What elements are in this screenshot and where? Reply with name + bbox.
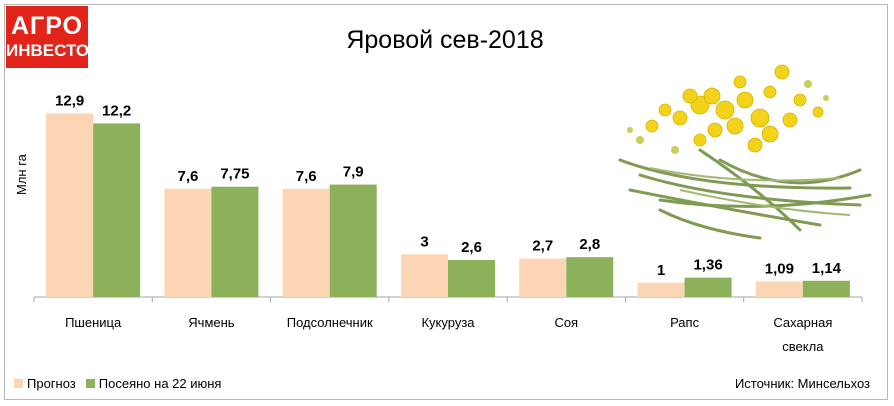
- plot-area: 12,9 12,2 Пшеница 7,6 7,75 Ячмень 7,6 7,9 Подсол…: [33, 92, 863, 354]
- legend-item-forecast: Прогноз: [14, 376, 76, 391]
- data-label: 1,14: [812, 260, 842, 277]
- bar-sown: [448, 260, 495, 297]
- x-tick-label: Рапс: [670, 315, 700, 330]
- bar-sown: [329, 184, 377, 297]
- bar-sown: [211, 186, 259, 297]
- logo-line-2: ИНВЕСТОР: [6, 40, 101, 60]
- bar-sown: [93, 123, 141, 297]
- legend-label-forecast: Прогноз: [27, 376, 76, 391]
- chart-title: Яровой сев-2018: [346, 26, 544, 54]
- data-label: 1,09: [765, 260, 794, 277]
- data-label: 1: [657, 262, 665, 279]
- bar-forecast: [164, 188, 212, 297]
- data-label: 3: [420, 233, 428, 250]
- data-label: 2,8: [579, 236, 600, 253]
- x-tick-label: Кукуруза: [421, 315, 475, 330]
- data-label: 12,2: [102, 102, 131, 119]
- x-tick-label: Подсолнечник: [287, 315, 373, 330]
- legend-swatch-forecast: [14, 379, 23, 388]
- bar-sown: [684, 277, 732, 297]
- bar-forecast: [637, 282, 685, 297]
- source-note: Источник: Минсельхоз: [734, 376, 870, 391]
- x-tick-label: Сахарная свекла: [773, 315, 832, 354]
- agroinvestor-logo: АГРО ИНВЕСТОР: [6, 6, 101, 68]
- x-tick-label: Ячмень: [188, 315, 235, 330]
- legend: Прогноз Посеяно на 22 июня: [14, 376, 231, 391]
- data-label: 7,6: [296, 168, 317, 185]
- data-label: 2,6: [461, 239, 482, 256]
- legend-swatch-sown: [85, 379, 95, 388]
- data-label: 7,6: [177, 168, 198, 185]
- legend-label-sown: Посеяно на 22 июня: [98, 376, 222, 391]
- bar-forecast: [519, 258, 567, 297]
- logo-line-1: АГРО: [10, 11, 84, 40]
- bar-forecast: [401, 254, 448, 297]
- bar-forecast: [755, 281, 803, 297]
- x-tick-label: Пшеница: [65, 315, 122, 330]
- rapeseed-flower-image: [618, 64, 872, 240]
- bar-sown: [566, 257, 614, 297]
- data-label: 7,9: [343, 164, 364, 181]
- data-label: 12,9: [55, 92, 84, 109]
- data-label: 1,36: [693, 257, 722, 274]
- data-label: 7,75: [220, 166, 249, 183]
- x-tick-label: Соя: [554, 315, 578, 330]
- bar-forecast: [46, 113, 94, 297]
- legend-item-sown: Посеяно на 22 июня: [85, 376, 222, 391]
- data-label: 2,7: [532, 238, 553, 255]
- bar-sown: [802, 280, 850, 297]
- bar-forecast: [282, 188, 330, 297]
